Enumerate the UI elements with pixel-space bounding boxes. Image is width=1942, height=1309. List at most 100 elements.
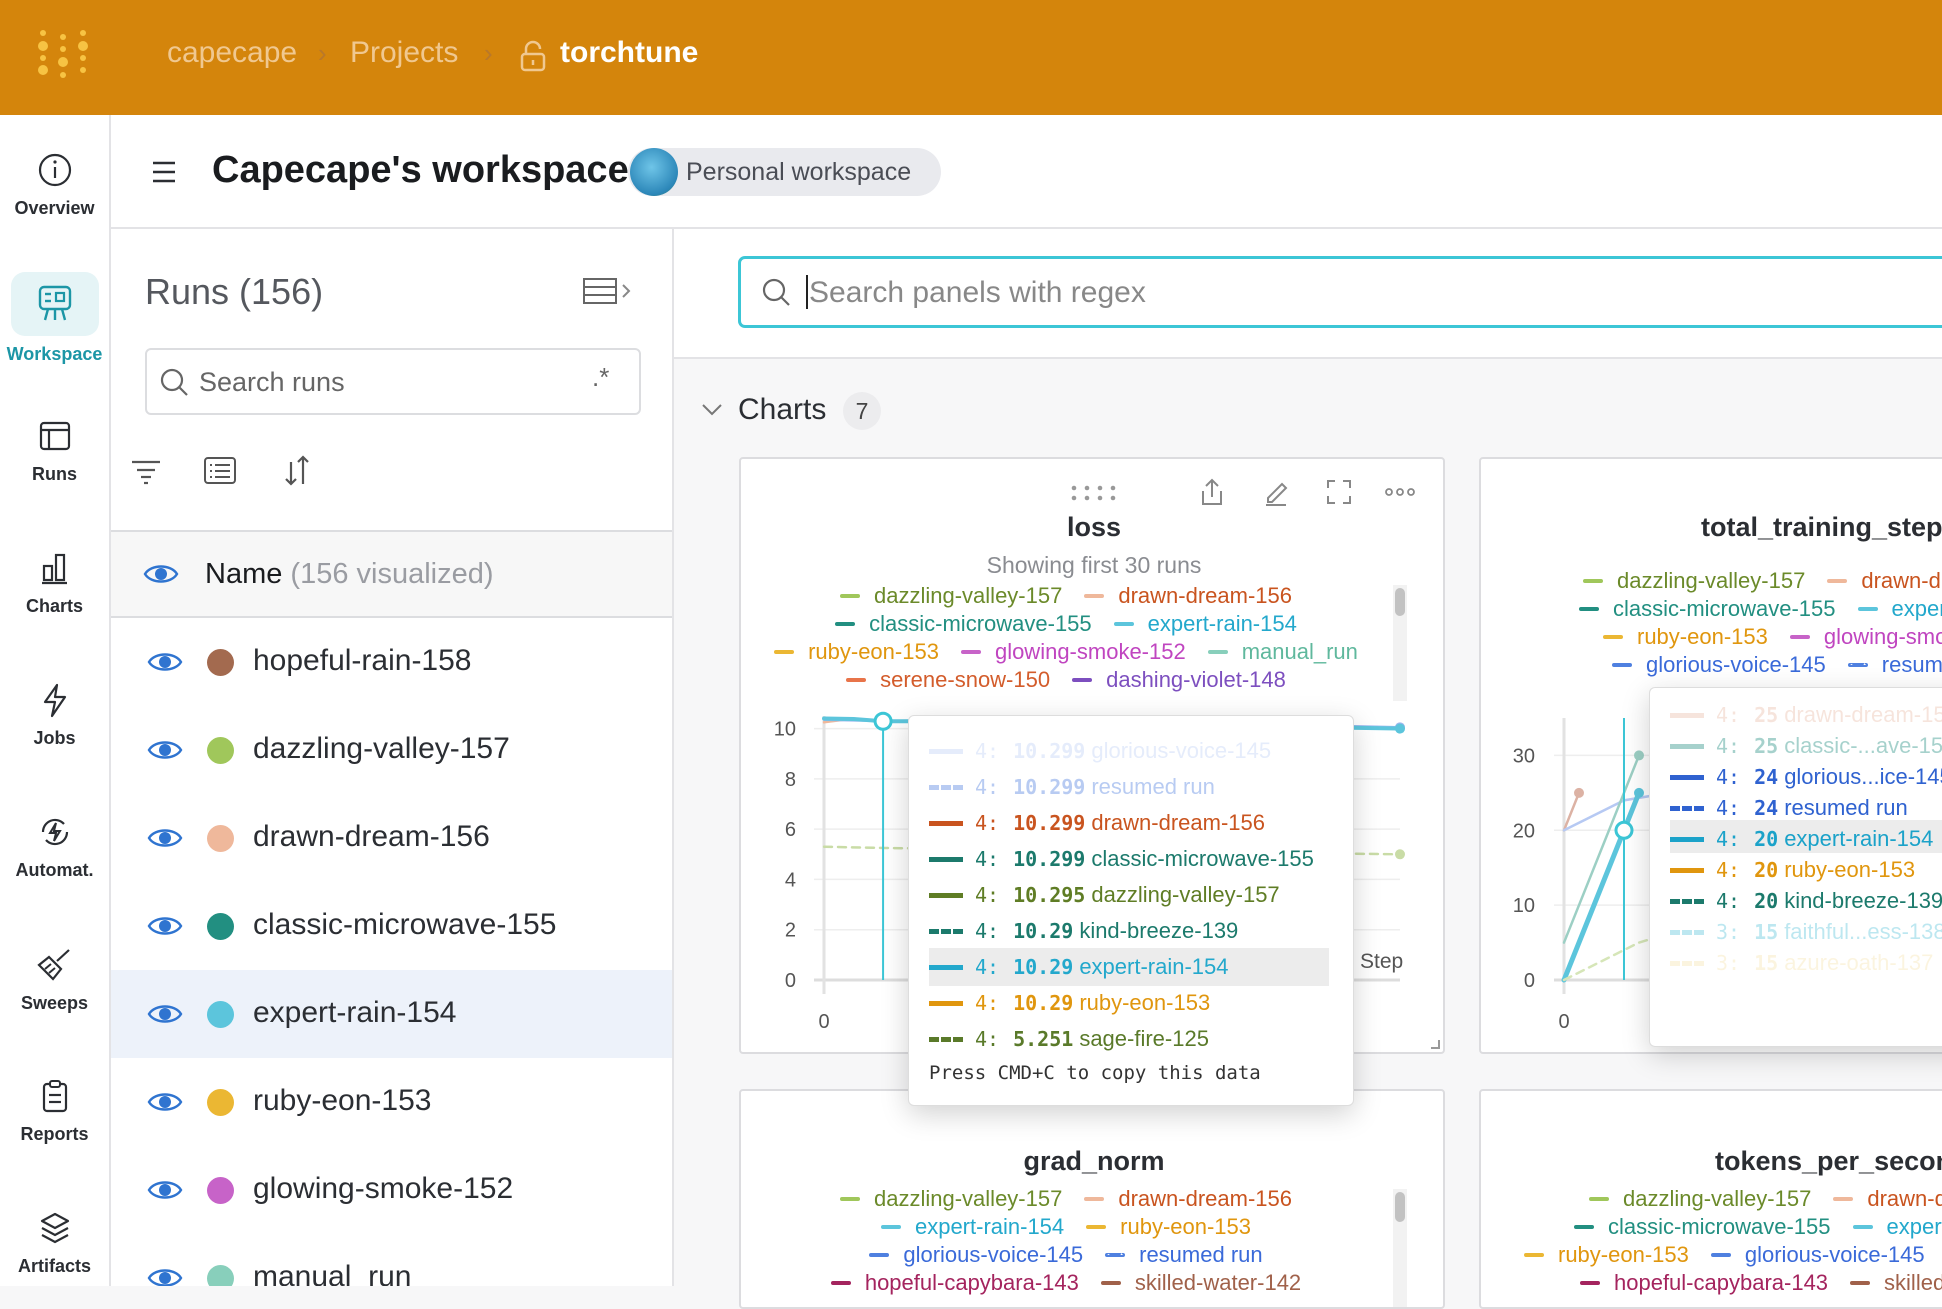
legend-item[interactable]: expert-rain-154 [1852, 1214, 1942, 1240]
run-row[interactable]: dazzling-valley-157 [111, 706, 672, 794]
run-row[interactable]: glowing-smoke-152 [111, 1146, 672, 1234]
fullscreen-icon[interactable] [1326, 479, 1352, 505]
share-icon[interactable] [1199, 477, 1225, 507]
legend-item[interactable]: manual_run [1207, 639, 1358, 665]
legend-item[interactable]: skilled-water-142 [1850, 1270, 1942, 1296]
legend-item[interactable]: dazzling-valley-157 [840, 1186, 1062, 1212]
legend-item[interactable]: ruby-eon-153 [1524, 1242, 1689, 1268]
eye-icon[interactable] [147, 826, 183, 850]
nav-sweeps[interactable]: Sweeps [0, 947, 109, 1014]
legend-item[interactable]: skilled-water-142 [1100, 1270, 1301, 1296]
breadcrumb-projects[interactable]: Projects [350, 36, 459, 69]
run-name[interactable]: ruby-eon-153 [253, 1084, 432, 1117]
legend-item[interactable]: serene-snow-150 [846, 667, 1050, 693]
legend-item[interactable]: drawn-dream-156 [1833, 1186, 1942, 1212]
chart-panel-grad-norm[interactable]: grad_norm dazzling-valley-157 drawn-dream… [739, 1089, 1445, 1309]
run-color-dot[interactable] [207, 1177, 234, 1204]
legend-item[interactable]: drawn-dream-156 [1084, 1186, 1292, 1212]
breadcrumb-project[interactable]: torchtune [560, 36, 699, 69]
legend-item[interactable]: glowing-smoke-152 [960, 639, 1186, 665]
name-column-header[interactable]: Name (156 visualized) [205, 558, 494, 591]
run-name[interactable]: glowing-smoke-152 [253, 1172, 514, 1205]
eye-icon[interactable] [147, 1178, 183, 1202]
legend-item[interactable]: expert-rain-154 [880, 1214, 1064, 1240]
regex-toggle[interactable]: .* [592, 362, 610, 392]
run-color-dot[interactable] [207, 1089, 234, 1116]
section-title[interactable]: Charts [738, 393, 827, 426]
legend-item[interactable]: dazzling-valley-157 [1583, 568, 1805, 594]
group-list-icon[interactable] [204, 457, 236, 485]
more-options-icon[interactable] [1385, 487, 1415, 497]
hamburger-menu-icon[interactable] [151, 160, 177, 184]
run-row[interactable]: expert-rain-154 [111, 970, 672, 1058]
filter-icon[interactable] [131, 459, 161, 485]
legend-item[interactable]: hopeful-capybara-143 [1580, 1270, 1828, 1296]
drag-handle-icon[interactable] [1071, 484, 1117, 502]
eye-icon[interactable] [147, 1266, 183, 1286]
run-color-dot[interactable] [207, 825, 234, 852]
personal-workspace-badge[interactable]: Personal workspace [628, 148, 941, 196]
breadcrumb-entity[interactable]: capecape [167, 36, 298, 69]
resize-handle-icon[interactable] [1429, 1038, 1441, 1050]
run-name[interactable]: hopeful-rain-158 [253, 644, 472, 677]
legend-item[interactable]: dazzling-valley-157 [1589, 1186, 1811, 1212]
run-color-dot[interactable] [207, 1265, 234, 1286]
eye-icon[interactable] [147, 914, 183, 938]
nav-overview[interactable]: Overview [0, 152, 109, 219]
search-runs-box[interactable]: Search runs .* [145, 348, 641, 415]
legend-item[interactable]: classic-microwave-155 [1579, 596, 1836, 622]
nav-reports[interactable]: Reports [0, 1078, 109, 1145]
nav-jobs[interactable]: Jobs [0, 682, 109, 749]
run-name[interactable]: drawn-dream-156 [253, 820, 490, 853]
sort-icon[interactable] [283, 454, 311, 486]
run-name[interactable]: manual_run [253, 1260, 412, 1286]
run-name[interactable]: expert-rain-154 [253, 996, 457, 1029]
wandb-logo-icon[interactable] [38, 28, 88, 78]
run-color-dot[interactable] [207, 649, 234, 676]
run-name[interactable]: dazzling-valley-157 [253, 732, 510, 765]
eye-icon[interactable] [143, 562, 179, 586]
legend-item[interactable]: resumed run [1105, 1242, 1263, 1268]
run-color-dot[interactable] [207, 1001, 234, 1028]
run-name[interactable]: classic-microwave-155 [253, 908, 557, 941]
expand-table-icon[interactable] [583, 277, 633, 307]
edit-pencil-icon[interactable] [1262, 477, 1290, 507]
legend-item[interactable]: dashing-violet-148 [1072, 667, 1286, 693]
legend-item[interactable]: ruby-eon-153 [774, 639, 939, 665]
run-row[interactable]: classic-microwave-155 [111, 882, 672, 970]
legend-item[interactable]: glorious-voice-145 [1612, 652, 1826, 678]
nav-runs[interactable]: Runs [0, 418, 109, 485]
nav-charts[interactable]: Charts [0, 550, 109, 617]
eye-icon[interactable] [147, 650, 183, 674]
legend-item[interactable]: ruby-eon-153 [1603, 624, 1768, 650]
run-row[interactable]: drawn-dream-156 [111, 794, 672, 882]
run-row[interactable]: manual_run [111, 1234, 672, 1286]
legend-item[interactable]: drawn-dream-156 [1827, 568, 1942, 594]
legend-item[interactable]: drawn-dream-156 [1084, 583, 1292, 609]
legend-item[interactable]: glowing-smoke-152 [1789, 624, 1942, 650]
legend-item[interactable]: resumed run [1847, 652, 1942, 678]
nav-workspace[interactable]: Workspace [0, 272, 109, 365]
legend-item[interactable]: classic-microwave-155 [1574, 1214, 1831, 1240]
legend-item[interactable]: expert-rain-154 [1857, 596, 1942, 622]
legend-item[interactable]: hopeful-capybara-143 [830, 1270, 1079, 1296]
legend-item[interactable]: glorious-voice-145 [1710, 1242, 1925, 1268]
run-row[interactable]: ruby-eon-153 [111, 1058, 672, 1146]
legend-scrollbar[interactable] [1393, 1189, 1407, 1307]
eye-icon[interactable] [147, 738, 183, 762]
legend-item[interactable]: glorious-voice-145 [869, 1242, 1083, 1268]
legend-item[interactable]: ruby-eon-153 [1086, 1214, 1251, 1240]
run-color-dot[interactable] [207, 913, 234, 940]
legend-item[interactable]: classic-microwave-155 [835, 611, 1092, 637]
search-panels-input[interactable]: Search panels with regex [738, 256, 1942, 328]
eye-icon[interactable] [147, 1090, 183, 1114]
eye-icon[interactable] [147, 1002, 183, 1026]
chevron-down-icon[interactable] [701, 402, 723, 418]
legend-item[interactable]: expert-rain-154 [1113, 611, 1297, 637]
run-color-dot[interactable] [207, 737, 234, 764]
run-row[interactable]: hopeful-rain-158 [111, 618, 672, 706]
nav-automations[interactable]: Automat. [0, 814, 109, 881]
nav-artifacts[interactable]: Artifacts [0, 1210, 109, 1277]
chart-panel-tokens-per-second[interactable]: tokens_per_second dazzling-valley-157 dra… [1479, 1089, 1942, 1309]
legend-item[interactable]: dazzling-valley-157 [840, 583, 1062, 609]
